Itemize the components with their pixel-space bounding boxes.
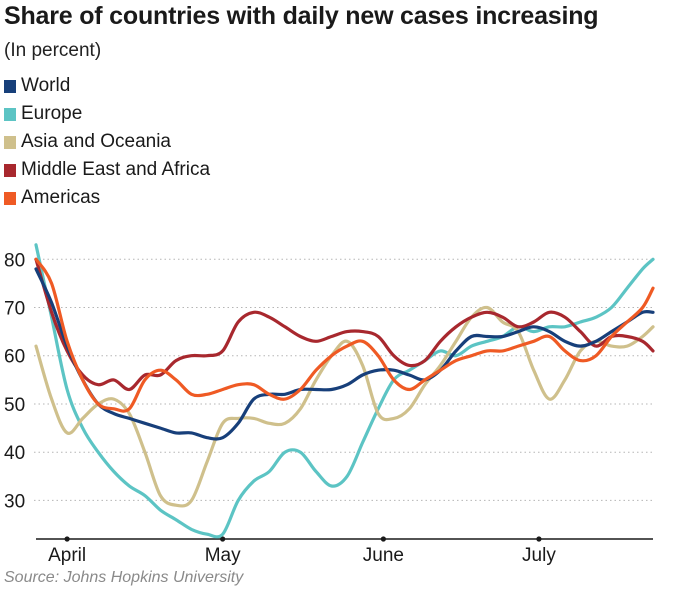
source-note: Source: Johns Hopkins University	[4, 569, 244, 586]
series-line-europe	[34, 243, 655, 539]
x-axis: April May June July	[36, 536, 653, 566]
legend-item: Americas	[4, 184, 210, 212]
legend-label: Asia and Oceania	[21, 131, 171, 152]
legend-label: Americas	[21, 187, 101, 208]
series-line-americas	[34, 257, 655, 413]
x-tick-mark	[380, 536, 386, 542]
legend-label: World	[21, 75, 71, 96]
x-tick-mark	[220, 536, 226, 542]
series-lines	[34, 243, 655, 539]
chart-title: Share of countries with daily new cases …	[4, 2, 599, 30]
y-tick-label: 80	[4, 250, 25, 271]
x-tick-label: April	[48, 545, 86, 566]
x-tick-label: May	[205, 545, 241, 566]
y-tick-label: 40	[4, 443, 25, 464]
legend-swatch	[4, 79, 16, 93]
legend-swatch	[4, 135, 16, 149]
legend-item: Asia and Oceania	[4, 128, 210, 156]
legend: World Europe Asia and Oceania Middle East a…	[4, 72, 210, 212]
x-tick-mark	[536, 536, 542, 542]
y-tick-label: 60	[4, 347, 25, 368]
legend-label: Middle East and Africa	[21, 159, 211, 180]
series-line-world	[34, 267, 655, 441]
x-tick-mark	[64, 536, 70, 542]
legend-swatch	[4, 191, 16, 205]
y-tick-label: 50	[4, 395, 25, 416]
gridlines	[34, 258, 653, 501]
legend-swatch	[4, 163, 16, 177]
x-tick-label: July	[522, 545, 556, 566]
x-tick-label: June	[363, 545, 404, 566]
legend-swatch	[4, 107, 16, 121]
chart-subtitle: (In percent)	[4, 40, 102, 61]
series-line-middle-east-and-africa	[34, 257, 655, 392]
y-axis-ticks: 30 40 50 60 70 80	[4, 250, 25, 512]
legend-item: Europe	[4, 100, 210, 128]
series-line-asia-and-oceania	[34, 305, 655, 508]
legend-item: Middle East and Africa	[4, 156, 210, 184]
y-tick-label: 70	[4, 299, 25, 320]
legend-item: World	[4, 72, 210, 100]
legend-label: Europe	[21, 103, 83, 124]
y-tick-label: 30	[4, 491, 25, 512]
